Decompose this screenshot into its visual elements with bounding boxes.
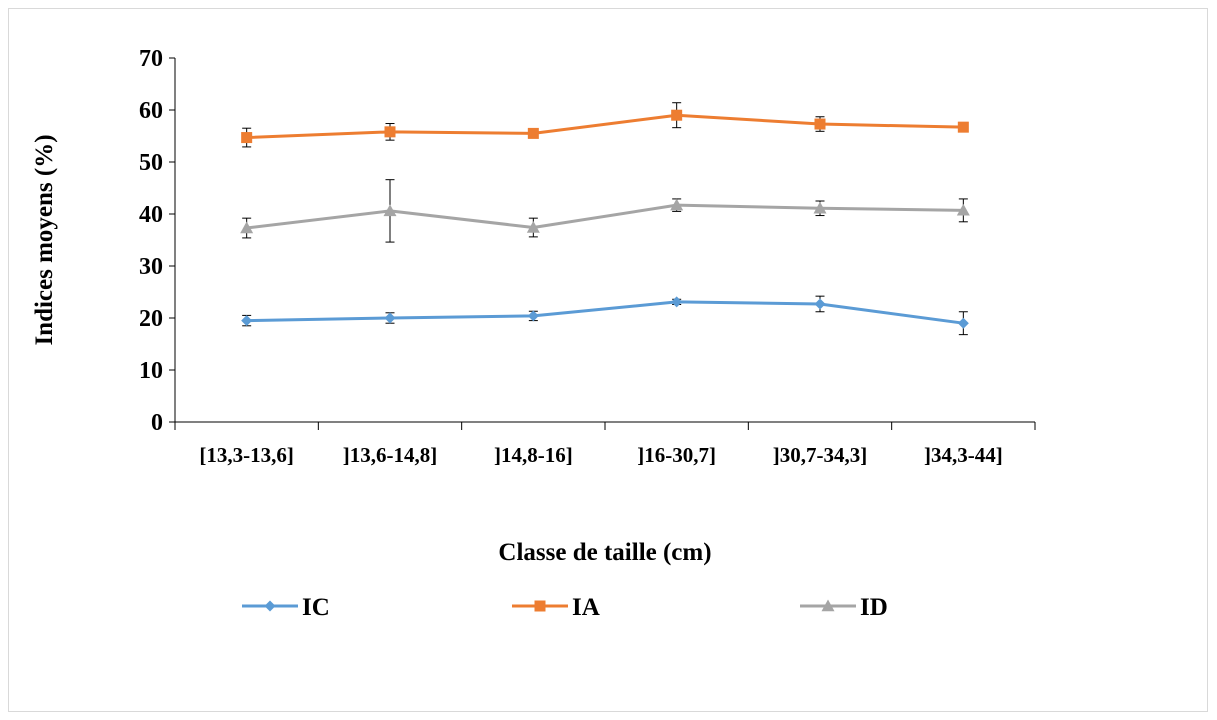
x-tick-label: ]14,8-16] — [494, 443, 573, 467]
x-tick-label: ]16-30,7] — [637, 443, 716, 467]
y-axis-title: Indices moyens (%) — [31, 134, 58, 345]
data-point — [957, 317, 969, 329]
data-point — [814, 298, 826, 310]
series-id — [240, 179, 970, 243]
data-point — [671, 296, 683, 308]
x-tick-label: ]30,7-34,3] — [773, 443, 867, 467]
data-point — [241, 315, 253, 327]
data-point — [526, 221, 540, 233]
data-point — [813, 201, 827, 214]
legend: IC IA ID — [242, 594, 888, 621]
y-tick-label: 70 — [139, 46, 163, 72]
data-point — [814, 118, 826, 130]
data-point — [240, 221, 254, 234]
series-ia — [241, 102, 969, 148]
legend-label: IA — [572, 594, 600, 621]
x-tick-label: ]34,3-44] — [924, 443, 1003, 467]
y-axis: 0 10 20 30 40 50 60 70 — [139, 46, 176, 436]
y-tick-label: 10 — [139, 358, 163, 384]
x-axis-title: Classe de taille (cm) — [498, 539, 711, 566]
legend-marker — [821, 599, 835, 612]
series-line — [246, 203, 964, 230]
x-tick-label: [13,3-13,6] — [199, 443, 293, 467]
legend-item-id: ID — [800, 594, 888, 621]
data-point — [956, 203, 970, 216]
series-line — [246, 113, 964, 140]
legend-marker — [264, 600, 276, 612]
data-point — [527, 127, 539, 139]
legend-item-ic: IC — [242, 594, 330, 621]
data-point — [671, 109, 683, 121]
x-tick-label: ]13,6-14,8] — [343, 443, 437, 467]
data-point — [957, 121, 969, 133]
legend-label: ID — [860, 594, 888, 621]
y-tick-label: 0 — [151, 410, 163, 436]
data-point — [527, 310, 539, 322]
data-point — [384, 126, 396, 138]
legend-item-ia: IA — [512, 594, 600, 621]
y-tick-label: 40 — [139, 202, 163, 228]
series-layer — [240, 102, 970, 336]
y-tick-label: 60 — [139, 98, 163, 124]
legend-label: IC — [302, 594, 330, 621]
series-ic — [241, 295, 969, 336]
data-point — [384, 312, 396, 324]
y-tick-label: 50 — [139, 150, 163, 176]
data-point — [241, 132, 253, 144]
legend-marker — [534, 600, 546, 612]
data-point — [670, 198, 684, 211]
x-axis: [13,3-13,6] ]13,6-14,8] ]14,8-16] ]16-30,7]… — [174, 421, 1036, 467]
y-tick-label: 30 — [139, 254, 163, 280]
series-line — [246, 300, 964, 325]
y-tick-label: 20 — [139, 306, 163, 332]
data-point — [383, 204, 397, 217]
